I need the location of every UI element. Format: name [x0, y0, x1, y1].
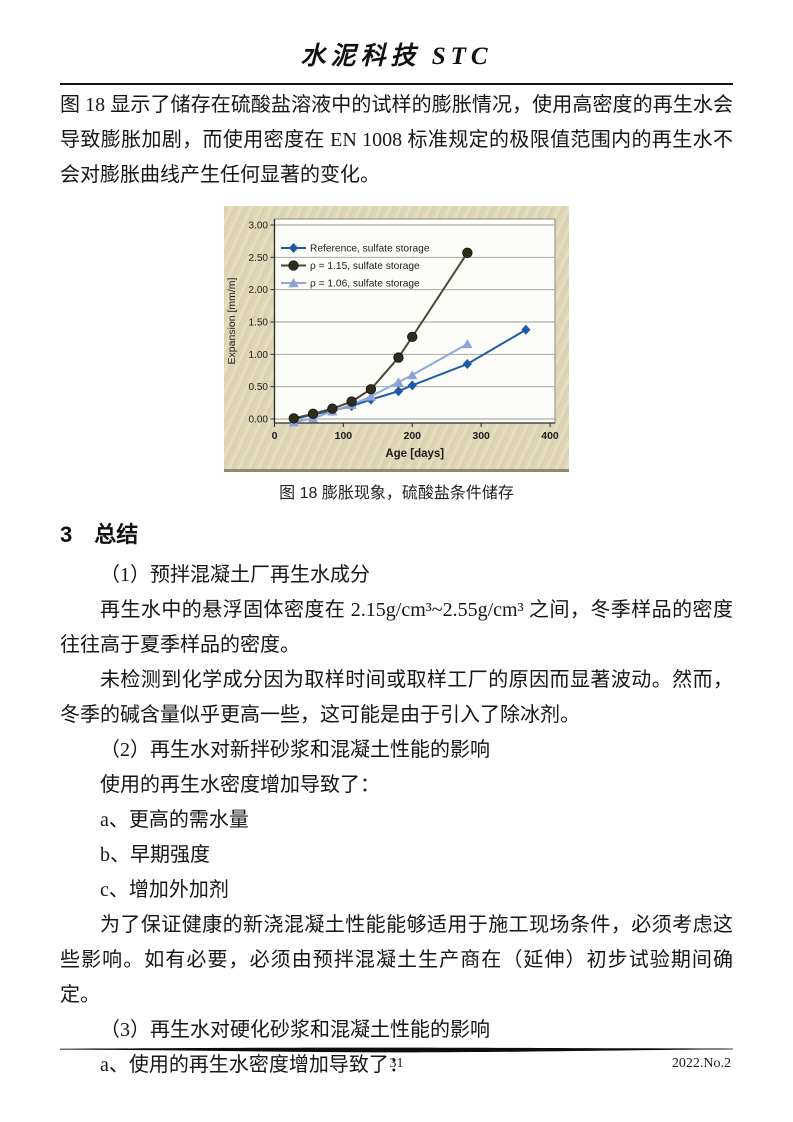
figure-18: 0.00 0.50 1.00 1.50 2.00 2.50 3.00 0 100 200 300 40…	[224, 206, 569, 503]
section-heading: 3 总结	[60, 517, 733, 549]
paragraph: （2）再生水对新拌砂浆和混凝土性能的影响	[100, 739, 490, 761]
summary-paragraphs: （1）预拌混凝土厂再生水成分再生水中的悬浮固体密度在 2.15g/cm³~2.5…	[60, 558, 733, 1083]
paragraph: （3）再生水对硬化砂浆和混凝土性能的影响	[100, 1019, 490, 1041]
figure-caption: 图 18 膨胀现象，硫酸盐条件储存	[279, 485, 514, 502]
paragraph: a、更高的需水量	[100, 809, 249, 831]
svg-text:0: 0	[272, 430, 278, 442]
paragraph: a、使用的再生水密度增加导致了：	[100, 1054, 409, 1076]
paragraph: 未检测到化学成分因为取样时间或取样工厂的原因而显著波动。然而，冬季的碱含量似乎更…	[60, 669, 733, 726]
paragraph: 使用的再生水密度增加导致了：	[100, 774, 380, 796]
footer-row: 31 2022.No.2	[60, 1056, 733, 1078]
paragraph: 再生水中的悬浮固体密度在 2.15g/cm³~2.55g/cm³ 之间，冬季样品…	[60, 599, 733, 656]
svg-text:ρ = 1.06, sulfate storage: ρ = 1.06, sulfate storage	[310, 279, 420, 290]
svg-text:0.00: 0.00	[249, 415, 269, 426]
svg-text:0.50: 0.50	[249, 382, 269, 393]
expansion-chart: 0.00 0.50 1.00 1.50 2.00 2.50 3.00 0 100 200 300 40…	[224, 206, 569, 472]
svg-text:1.50: 1.50	[249, 318, 269, 329]
expansion-chart-svg: 0.00 0.50 1.00 1.50 2.00 2.50 3.00 0 100 200 300 40…	[226, 218, 559, 460]
issue-number: 2022.No.2	[671, 1056, 731, 1071]
svg-text:ρ = 1.15, sulfate storage: ρ = 1.15, sulfate storage	[310, 261, 420, 272]
page-content: 水泥科技 STC 图 18 显示了储存在硫酸盐溶液中的试样的膨胀情况，使用高密度…	[60, 0, 733, 1083]
svg-text:Expansion [mm/m]: Expansion [mm/m]	[226, 277, 238, 364]
svg-text:300: 300	[472, 430, 490, 442]
page-number: 31	[389, 1056, 404, 1071]
svg-text:Age [days]: Age [days]	[385, 448, 444, 460]
journal-header: 水泥科技 STC	[60, 0, 733, 72]
journal-title: 水泥科技 STC	[300, 43, 493, 70]
svg-text:400: 400	[541, 430, 559, 442]
intro-paragraph: 图 18 显示了储存在硫酸盐溶液中的试样的膨胀情况，使用高密度的再生水会导致膨胀…	[60, 94, 733, 186]
svg-text:1.00: 1.00	[249, 350, 269, 361]
svg-text:Reference, sulfate storage: Reference, sulfate storage	[310, 244, 430, 255]
paragraph: b、早期强度	[100, 844, 210, 866]
footer-rule	[60, 1047, 733, 1053]
section-title: 总结	[94, 522, 139, 547]
paragraph: （1）预拌混凝土厂再生水成分	[100, 564, 370, 586]
paragraph: 为了保证健康的新浇混凝土性能能够适用于施工现场条件，必须考虑这些影响。如有必要，…	[60, 914, 733, 1006]
page-footer: 31 2022.No.2	[60, 1046, 733, 1078]
svg-text:3.00: 3.00	[249, 221, 269, 232]
section-number: 3	[60, 522, 73, 547]
svg-text:100: 100	[335, 430, 353, 442]
header-rule	[60, 83, 733, 85]
paragraph: c、增加外加剂	[100, 879, 229, 901]
svg-text:2.50: 2.50	[249, 253, 269, 264]
svg-text:2.00: 2.00	[249, 285, 269, 296]
svg-text:200: 200	[403, 430, 421, 442]
